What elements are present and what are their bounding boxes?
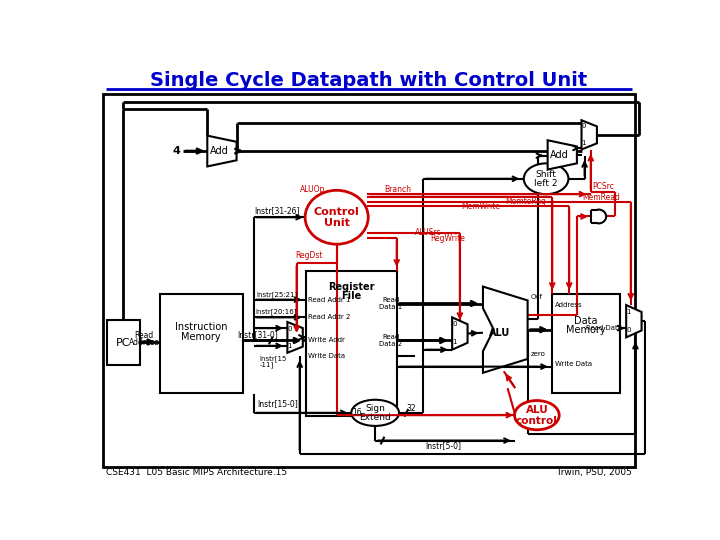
Text: Instruction: Instruction xyxy=(175,322,228,332)
Text: 0: 0 xyxy=(287,326,292,332)
Text: Control: Control xyxy=(314,207,359,217)
Ellipse shape xyxy=(305,190,368,244)
Text: Read
Data 1: Read Data 1 xyxy=(379,297,402,310)
Text: ALU: ALU xyxy=(490,328,510,338)
Text: Add: Add xyxy=(550,150,569,160)
Text: MemtoReg: MemtoReg xyxy=(505,197,546,206)
Text: Read: Read xyxy=(135,332,154,340)
Polygon shape xyxy=(483,287,528,373)
Text: Address: Address xyxy=(555,302,583,308)
Polygon shape xyxy=(452,318,467,350)
Polygon shape xyxy=(548,140,577,170)
Text: Write Data: Write Data xyxy=(308,353,346,359)
Text: left 2: left 2 xyxy=(534,179,558,188)
Text: zero: zero xyxy=(531,352,546,357)
Text: Data: Data xyxy=(575,316,598,326)
Text: 1: 1 xyxy=(626,309,631,315)
Text: 0: 0 xyxy=(452,321,456,327)
Text: File: File xyxy=(341,291,361,301)
Text: ALUOp: ALUOp xyxy=(300,185,325,194)
Text: 16: 16 xyxy=(352,408,361,417)
Text: Memory: Memory xyxy=(567,326,606,335)
Text: Extend: Extend xyxy=(359,413,391,422)
Text: CSE431  L05 Basic MIPS Architecture.15: CSE431 L05 Basic MIPS Architecture.15 xyxy=(106,468,287,477)
Text: control: control xyxy=(516,416,558,426)
Text: PC: PC xyxy=(116,338,130,348)
Text: Shift: Shift xyxy=(536,171,557,179)
Text: 1: 1 xyxy=(452,339,456,345)
Text: Instr[31-26]: Instr[31-26] xyxy=(254,207,300,215)
Text: Read
Data 2: Read Data 2 xyxy=(379,334,402,347)
Polygon shape xyxy=(626,305,642,338)
Text: Instr[15-0]: Instr[15-0] xyxy=(257,399,298,408)
Text: PCSrc: PCSrc xyxy=(592,182,614,191)
Text: -11]: -11] xyxy=(260,362,274,368)
Text: Write Data: Write Data xyxy=(555,361,593,367)
Text: 0: 0 xyxy=(582,124,586,130)
Text: 32: 32 xyxy=(407,404,416,414)
Text: Write Addr: Write Addr xyxy=(308,338,345,343)
Text: Instr[31-0]: Instr[31-0] xyxy=(237,330,278,339)
Polygon shape xyxy=(207,136,237,166)
Text: Memory: Memory xyxy=(181,332,221,342)
Text: Read Addr 2: Read Addr 2 xyxy=(308,314,351,320)
Text: Register: Register xyxy=(328,281,374,292)
Bar xyxy=(552,294,620,393)
Text: 4: 4 xyxy=(173,146,181,156)
Ellipse shape xyxy=(515,401,559,430)
Text: Ovf: Ovf xyxy=(531,294,543,300)
Ellipse shape xyxy=(351,400,399,426)
Text: MemRead: MemRead xyxy=(582,193,620,202)
Text: 1: 1 xyxy=(287,343,292,349)
Text: Branch: Branch xyxy=(384,185,411,194)
Text: Irwin, PSU, 2005: Irwin, PSU, 2005 xyxy=(559,468,632,477)
Text: Instr[20:16]: Instr[20:16] xyxy=(256,308,297,315)
Text: ALU: ALU xyxy=(526,405,548,415)
Ellipse shape xyxy=(523,164,568,194)
Bar xyxy=(160,294,243,393)
Text: Single Cycle Datapath with Control Unit: Single Cycle Datapath with Control Unit xyxy=(150,71,588,90)
Text: MemWrite: MemWrite xyxy=(461,202,500,211)
Text: Instr[15: Instr[15 xyxy=(260,355,287,362)
Polygon shape xyxy=(287,322,303,353)
Text: 1: 1 xyxy=(582,139,586,146)
Text: Add: Add xyxy=(210,146,228,156)
Text: Instr[25:21]: Instr[25:21] xyxy=(256,291,297,298)
Text: ALUSrc: ALUSrc xyxy=(415,228,442,237)
Text: Instr[5-0]: Instr[5-0] xyxy=(425,441,461,450)
Text: RegDst: RegDst xyxy=(295,251,323,260)
Text: RegWrite: RegWrite xyxy=(431,233,465,242)
Text: Read Addr 1: Read Addr 1 xyxy=(308,296,351,302)
Bar xyxy=(107,320,140,365)
Text: Read Data: Read Data xyxy=(585,325,621,331)
Bar xyxy=(306,271,397,416)
Text: Unit: Unit xyxy=(324,218,350,228)
Bar xyxy=(104,94,634,467)
Text: 0: 0 xyxy=(626,327,631,333)
Text: Address: Address xyxy=(129,338,159,347)
Text: Sign: Sign xyxy=(365,404,385,414)
Polygon shape xyxy=(582,120,597,150)
